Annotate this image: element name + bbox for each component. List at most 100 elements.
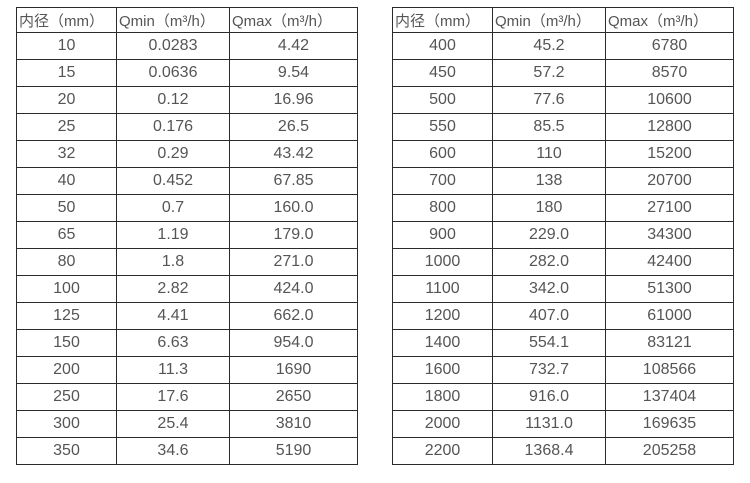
table-cell: 67.85 — [229, 167, 358, 195]
table-row: 800 180 27100 — [392, 194, 734, 222]
column-header: 内径（mm） — [392, 7, 493, 33]
table-row: 1600 732.7 108566 — [392, 356, 734, 384]
table-row: 1400 554.1 83121 — [392, 329, 734, 357]
header-row: 内径（mm） Qmin（m³/h） Qmax（m³/h） — [392, 7, 734, 33]
table-cell: 27100 — [605, 194, 734, 222]
table-cell: 16.96 — [229, 86, 358, 114]
table-cell: 57.2 — [492, 59, 606, 87]
table-cell: 271.0 — [229, 248, 358, 276]
table-cell: 8570 — [605, 59, 734, 87]
table-cell: 4.42 — [229, 32, 358, 60]
table-cell: 282.0 — [492, 248, 606, 276]
table-cell: 25 — [16, 113, 117, 141]
table-cell: 4.41 — [116, 302, 230, 330]
table-cell: 10600 — [605, 86, 734, 114]
table-cell: 150 — [16, 329, 117, 357]
table-row: 50 0.7 160.0 — [16, 194, 358, 222]
table-cell: 138 — [492, 167, 606, 195]
table-cell: 12800 — [605, 113, 734, 141]
table-cell: 2000 — [392, 410, 493, 438]
table-cell: 0.0636 — [116, 59, 230, 87]
table-cell: 1368.4 — [492, 437, 606, 465]
table-cell: 42400 — [605, 248, 734, 276]
flow-rate-table-small-diameters: 内径（mm） Qmin（m³/h） Qmax（m³/h） 10 0.0283 4.42 15… — [16, 7, 358, 465]
column-header: Qmax（m³/h） — [605, 7, 734, 33]
table-row: 400 45.2 6780 — [392, 32, 734, 60]
table-cell: 80 — [16, 248, 117, 276]
table-cell: 20 — [16, 86, 117, 114]
table-cell: 1600 — [392, 356, 493, 384]
table-cell: 500 — [392, 86, 493, 114]
header-row: 内径（mm） Qmin（m³/h） Qmax（m³/h） — [16, 7, 358, 33]
table-cell: 0.12 — [116, 86, 230, 114]
table-cell: 160.0 — [229, 194, 358, 222]
table-cell: 407.0 — [492, 302, 606, 330]
table-cell: 61000 — [605, 302, 734, 330]
table-cell: 85.5 — [492, 113, 606, 141]
table-row: 350 34.6 5190 — [16, 437, 358, 465]
table-cell: 110 — [492, 140, 606, 168]
table-cell: 0.29 — [116, 140, 230, 168]
table-row: 1800 916.0 137404 — [392, 383, 734, 411]
table-row: 100 2.82 424.0 — [16, 275, 358, 303]
table-cell: 3810 — [229, 410, 358, 438]
table-cell: 179.0 — [229, 221, 358, 249]
table-cell: 916.0 — [492, 383, 606, 411]
table-row: 150 6.63 954.0 — [16, 329, 358, 357]
table-cell: 15200 — [605, 140, 734, 168]
table-row: 300 25.4 3810 — [16, 410, 358, 438]
table-row: 2000 1131.0 169635 — [392, 410, 734, 438]
table-cell: 700 — [392, 167, 493, 195]
table-cell: 108566 — [605, 356, 734, 384]
table-cell: 100 — [16, 275, 117, 303]
table-cell: 34.6 — [116, 437, 230, 465]
table-cell: 1100 — [392, 275, 493, 303]
table-cell: 0.7 — [116, 194, 230, 222]
table-cell: 11.3 — [116, 356, 230, 384]
table-cell: 6780 — [605, 32, 734, 60]
table-cell: 350 — [16, 437, 117, 465]
table-cell: 40 — [16, 167, 117, 195]
table-cell: 1200 — [392, 302, 493, 330]
table-row: 20 0.12 16.96 — [16, 86, 358, 114]
table-cell: 1400 — [392, 329, 493, 357]
table-cell: 300 — [16, 410, 117, 438]
table-cell: 0.176 — [116, 113, 230, 141]
table-row: 10 0.0283 4.42 — [16, 32, 358, 60]
table-cell: 1690 — [229, 356, 358, 384]
table-row: 15 0.0636 9.54 — [16, 59, 358, 87]
table-row: 450 57.2 8570 — [392, 59, 734, 87]
table-cell: 342.0 — [492, 275, 606, 303]
table-cell: 1.8 — [116, 248, 230, 276]
table-row: 900 229.0 34300 — [392, 221, 734, 249]
table-cell: 77.6 — [492, 86, 606, 114]
table-cell: 424.0 — [229, 275, 358, 303]
table-cell: 10 — [16, 32, 117, 60]
table-cell: 26.5 — [229, 113, 358, 141]
table-cell: 5190 — [229, 437, 358, 465]
table-cell: 25.4 — [116, 410, 230, 438]
table-cell: 554.1 — [492, 329, 606, 357]
table-cell: 65 — [16, 221, 117, 249]
table-row: 1100 342.0 51300 — [392, 275, 734, 303]
table-cell: 9.54 — [229, 59, 358, 87]
table-row: 200 11.3 1690 — [16, 356, 358, 384]
table-cell: 732.7 — [492, 356, 606, 384]
table-cell: 50 — [16, 194, 117, 222]
table-row: 2200 1368.4 205258 — [392, 437, 734, 465]
table-cell: 20700 — [605, 167, 734, 195]
table-cell: 662.0 — [229, 302, 358, 330]
table-cell: 229.0 — [492, 221, 606, 249]
table-row: 65 1.19 179.0 — [16, 221, 358, 249]
table-cell: 400 — [392, 32, 493, 60]
table-cell: 200 — [16, 356, 117, 384]
table-cell: 6.63 — [116, 329, 230, 357]
table-cell: 954.0 — [229, 329, 358, 357]
table-row: 250 17.6 2650 — [16, 383, 358, 411]
table-cell: 450 — [392, 59, 493, 87]
table-cell: 1.19 — [116, 221, 230, 249]
table-cell: 34300 — [605, 221, 734, 249]
table-cell: 1131.0 — [492, 410, 606, 438]
table-cell: 0.452 — [116, 167, 230, 195]
table-cell: 0.0283 — [116, 32, 230, 60]
